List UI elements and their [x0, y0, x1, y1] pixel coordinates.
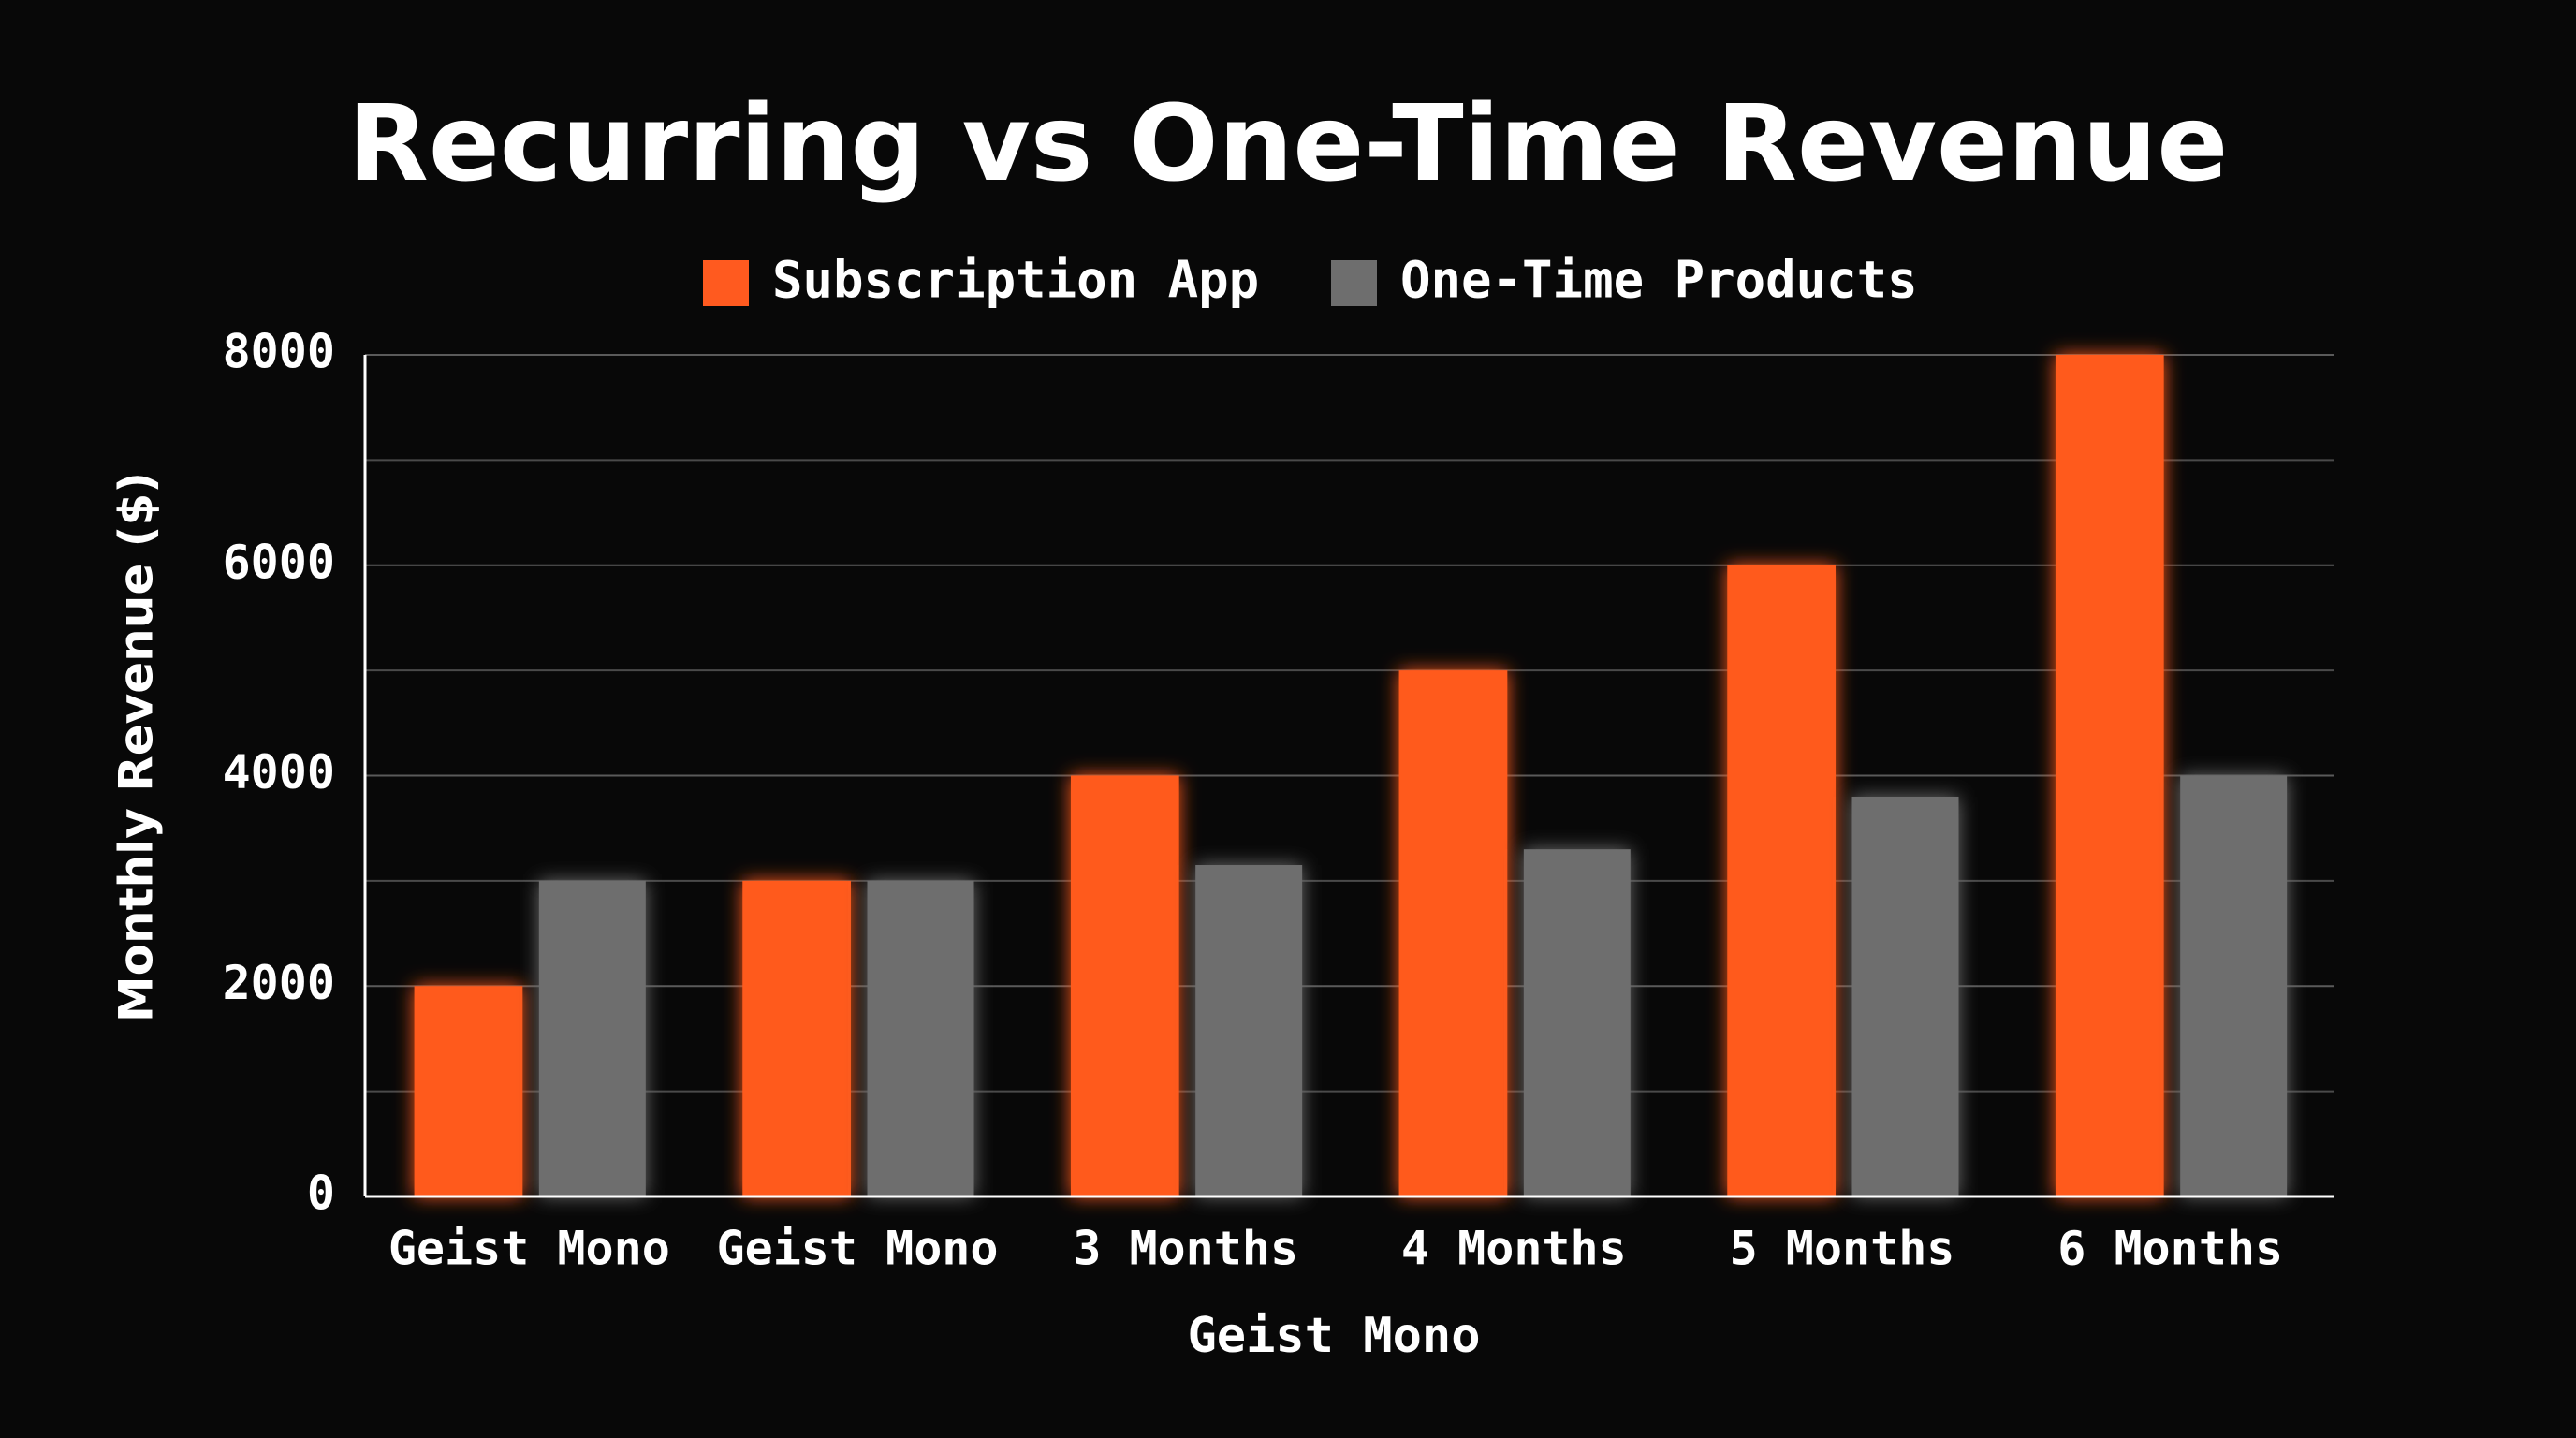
bar — [414, 986, 523, 1196]
bar — [538, 880, 646, 1196]
bar — [1195, 865, 1303, 1196]
x-tick-label: 4 Months — [1401, 1222, 1627, 1276]
x-tick-label: Geist Mono — [716, 1222, 998, 1276]
bar — [1523, 849, 1631, 1196]
y-tick-label: 4000 — [223, 745, 335, 800]
y-axis-label: Monthly Revenue ($) — [110, 472, 164, 1022]
x-tick-label: 3 Months — [1073, 1222, 1298, 1276]
legend-label: One-Time Products — [1400, 251, 1918, 310]
bar — [867, 880, 974, 1196]
bar — [1398, 670, 1508, 1196]
bar — [1727, 565, 1836, 1196]
y-tick-label: 0 — [307, 1167, 335, 1221]
y-tick-label: 6000 — [223, 535, 335, 589]
bar — [1070, 775, 1179, 1196]
x-axis-label: Geist Mono — [1187, 1308, 1480, 1364]
bar — [742, 880, 851, 1196]
y-tick-label: 2000 — [223, 956, 335, 1010]
bar — [1852, 796, 1959, 1196]
legend-swatch — [703, 260, 749, 306]
x-tick-label: 5 Months — [1730, 1222, 1955, 1276]
y-tick-label: 8000 — [223, 325, 335, 379]
x-tick-label: Geist Mono — [388, 1222, 670, 1276]
legend-label: Subscription App — [772, 251, 1259, 310]
chart-title: Recurring vs One-Time Revenue — [348, 83, 2229, 205]
x-tick-label: 6 Months — [2057, 1222, 2283, 1276]
legend-swatch — [1331, 260, 1377, 306]
bar — [2180, 775, 2288, 1196]
bar — [2055, 355, 2164, 1196]
